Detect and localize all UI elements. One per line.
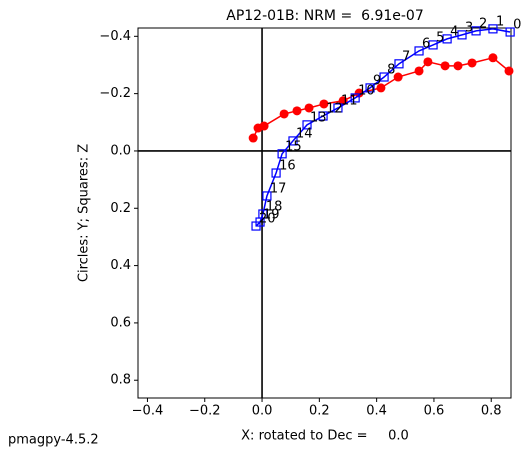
square-point [414,46,424,56]
point-label: 17 [270,181,287,196]
x-tick-label: −0.2 [189,404,221,419]
x-tick-label: 0.8 [481,404,502,419]
x-tick-label: −0.4 [132,404,164,419]
circle-point [279,109,289,119]
point-label: 19 [263,208,280,223]
square-point [277,149,287,159]
point-label: 14 [296,126,313,141]
point-label: 10 [358,83,375,98]
circle-point [393,72,403,82]
square-point [333,103,343,113]
point-label: 1 [496,14,504,29]
point-label: 12 [326,101,343,116]
circle-point [292,106,302,116]
circle-point [304,103,314,113]
footer: pmagpy-4.5.2 [8,433,99,448]
y-tick-label: 0.8 [110,373,131,388]
y-tick-label: −0.2 [99,86,131,101]
square-point [457,30,467,40]
circle-point [259,121,269,131]
circle-point [414,66,424,76]
square-point [379,72,389,82]
point-label: 16 [279,159,296,174]
circle-point [467,58,477,68]
circle-point [440,61,450,71]
square-point [262,191,272,201]
y-tick-label: 0.4 [110,258,131,273]
point-label: 6 [422,36,430,51]
y-tick-label: 0.2 [110,201,131,216]
square-point [488,24,498,34]
square-point [442,34,452,44]
circle-point [423,57,433,67]
series-line [252,56,510,139]
x-axis-label: X: rotated to Dec = 0.0 [241,429,409,444]
point-label: 3 [465,20,473,35]
point-label: 20 [259,212,276,227]
square-point [394,59,404,69]
x-tick-label: 0.4 [366,404,387,419]
chart-title: AP12-01B: NRM = 6.91e-07 [226,8,423,24]
series-line [255,28,511,227]
square-point [302,120,312,130]
x-tick-label: 0.0 [252,404,273,419]
square-point [251,221,261,231]
circle-point [488,53,498,63]
square-point [428,40,438,50]
point-label: 0 [513,18,521,33]
square-point [288,136,298,146]
circle-point [354,88,364,98]
y-tick-label: 0.0 [110,143,131,158]
point-label: 8 [387,63,395,78]
y-tick-label: −0.4 [99,29,131,44]
x-tick-label: 0.2 [309,404,330,419]
point-label: 15 [285,139,302,154]
square-point [318,111,328,121]
x-tick-label: 0.6 [424,404,445,419]
square-point [365,83,375,93]
square-point [350,93,360,103]
point-label: 11 [341,93,358,108]
plot-frame [137,27,512,399]
point-label: 13 [310,110,327,125]
point-label: 4 [450,24,458,39]
y-tick-label: 0.6 [110,315,131,330]
circle-point [319,99,329,109]
point-label: 2 [479,16,487,31]
point-label: 7 [402,49,410,64]
square-point [471,26,481,36]
circle-point [248,133,258,143]
circle-point [376,83,386,93]
square-point [505,27,515,37]
circle-point [453,61,463,71]
y-axis-label: Circles: Y; Squares: Z [77,144,92,282]
point-label: 5 [436,30,444,45]
square-point [271,168,281,178]
point-label: 18 [266,200,283,215]
circle-point [504,66,514,76]
point-label: 9 [373,73,381,88]
